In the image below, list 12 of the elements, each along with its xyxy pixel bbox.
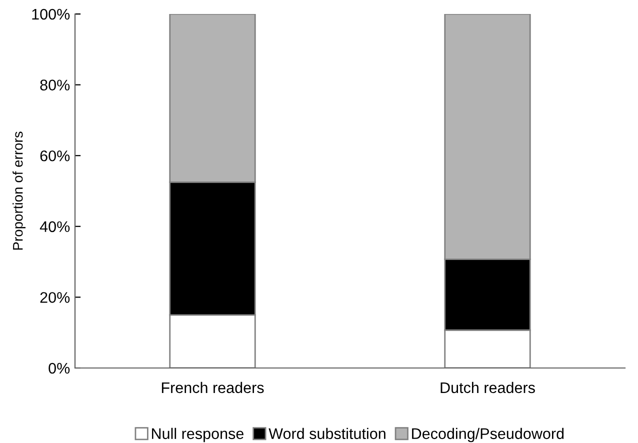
legend-label: Null response [152,428,244,442]
x-tick-label: French readers [162,382,264,394]
y-tick-label: 80% [40,80,70,90]
legend-label: Word substitution [268,428,386,440]
y-tick-label: 20% [40,292,70,303]
x-tick-label: Dutch readers [440,382,535,394]
y-tick-label: 40% [40,221,70,232]
y-tick-label: 0% [48,362,70,374]
y-tick-label: 60% [40,150,70,162]
y-tick-label: 100% [32,8,70,20]
y-axis-title: Proportion of errors [12,132,26,250]
legend-label: Decoding/Pseudoword [412,428,564,442]
